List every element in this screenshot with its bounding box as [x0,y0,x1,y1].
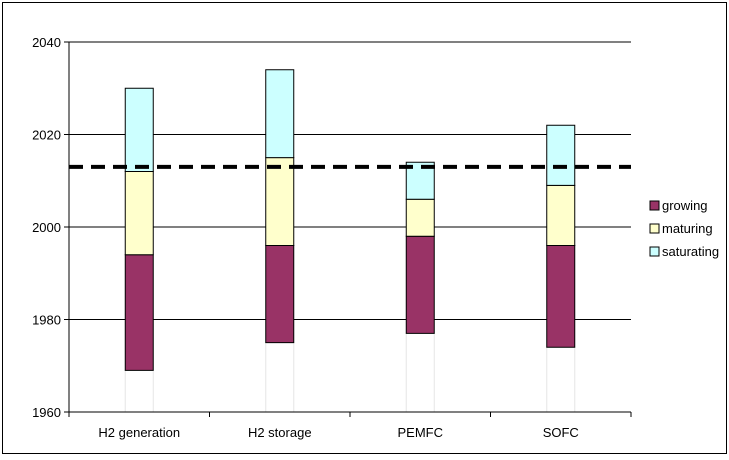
bar-maturing [265,157,295,246]
legend-label-saturating: saturating [662,244,719,259]
bar-saturating [265,69,295,159]
y-tick-label: 1980 [32,313,61,328]
y-tick-label: 2020 [32,128,61,143]
bar-maturing [546,184,576,246]
bar-growing [405,235,435,334]
bar-growing [265,245,295,344]
x-tick-label: SOFC [543,425,579,440]
bar-saturating [546,124,576,186]
chart-frame: 1960 1980 2000 2020 2040 H2 generation H2 stor… [2,2,727,454]
y-tick-label: 1960 [32,405,61,420]
x-tick-label: PEMFC [398,425,444,440]
bar-base [265,342,295,413]
y-tick-label: 2040 [32,35,61,50]
bar-maturing [405,198,435,237]
legend-swatch-maturing [649,223,660,234]
bar-base [546,346,576,413]
legend-swatch-saturating [649,246,660,257]
bar-growing [546,245,576,348]
legend-label-maturing: maturing [662,221,713,236]
legend-swatch-growing [649,200,660,211]
legend-label-growing: growing [662,198,708,213]
bar-saturating [124,87,154,172]
bar-base [405,332,435,413]
bar-growing [124,254,154,371]
x-tick-label: H2 generation [98,425,180,440]
bar-maturing [124,171,154,256]
x-tick-label: H2 storage [248,425,312,440]
bar-base [124,369,154,413]
stacked-bar-chart: 1960 1980 2000 2020 2040 H2 generation H2 stor… [32,35,719,440]
y-tick-label: 2000 [32,220,61,235]
